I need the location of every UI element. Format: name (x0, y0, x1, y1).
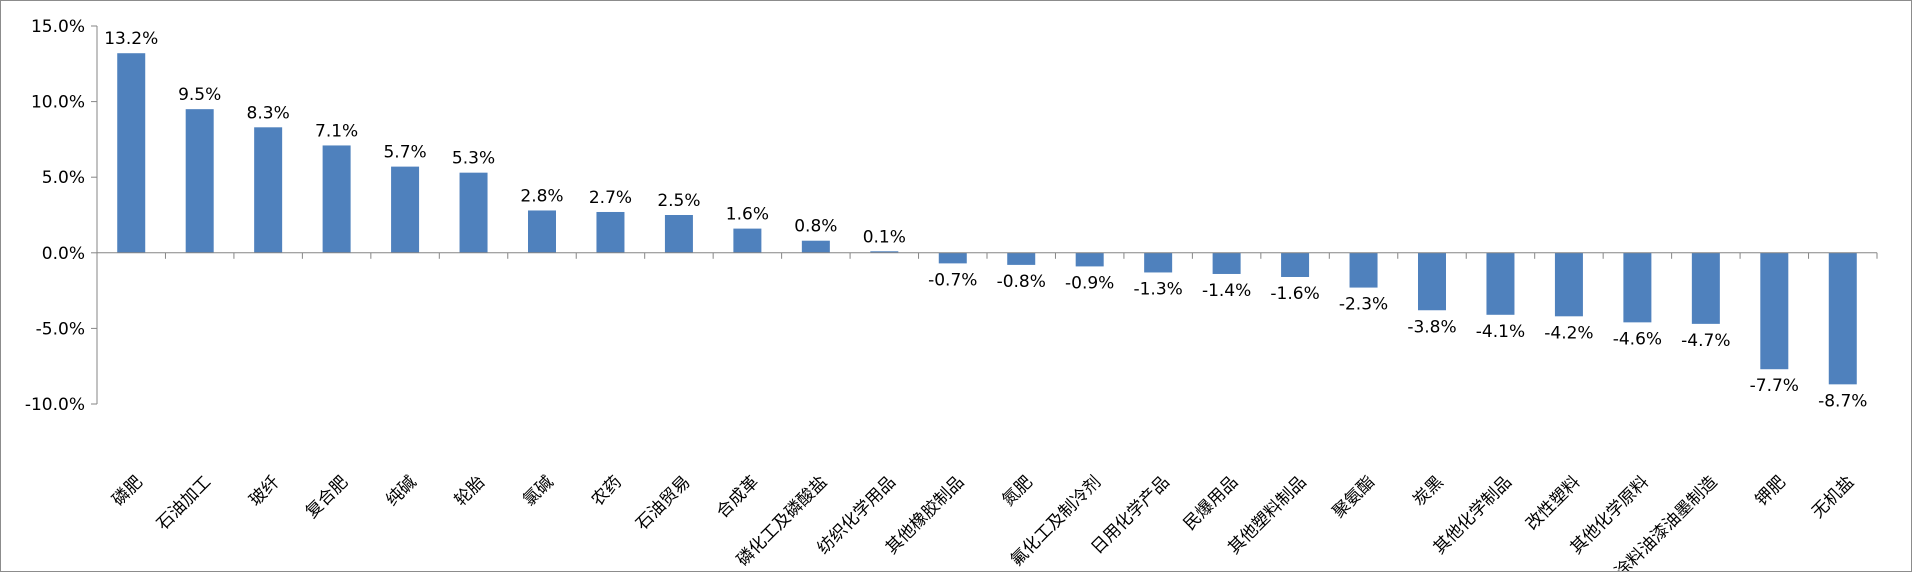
category-label: 改性塑料 (1522, 472, 1584, 534)
category-label: 无机盐 (1808, 472, 1858, 522)
category-label: 炭黑 (1409, 472, 1447, 510)
category-label: 磷肥 (109, 472, 147, 510)
category-label: 民爆用品 (1180, 472, 1242, 534)
category-label: 合成革 (713, 472, 763, 522)
bar (733, 228, 762, 253)
data-label: -2.3% (1339, 295, 1388, 315)
y-tick-label: -10.0% (25, 395, 85, 415)
data-label: 5.3% (452, 149, 495, 169)
bar (596, 211, 625, 253)
data-label: -0.7% (928, 270, 977, 290)
data-label: 2.7% (589, 188, 632, 208)
data-label: -3.8% (1407, 317, 1456, 337)
category-label: 复合肥 (302, 472, 352, 522)
data-label: -8.7% (1818, 391, 1867, 411)
bar (1281, 252, 1310, 277)
bar (1075, 252, 1104, 267)
category-label: 轮胎 (451, 472, 489, 510)
bar (391, 166, 420, 253)
category-label: 氮肥 (999, 472, 1037, 510)
bar (1144, 252, 1173, 273)
data-label: -4.2% (1544, 323, 1593, 343)
category-label: 玻纤 (246, 472, 284, 510)
bar (1691, 252, 1720, 324)
data-label: -0.8% (997, 272, 1046, 292)
y-tick-label: 0.0% (42, 244, 85, 264)
data-label: 1.6% (726, 205, 769, 225)
data-label: -0.9% (1065, 273, 1114, 293)
data-label: 2.8% (520, 186, 563, 206)
bar (801, 240, 830, 253)
bar (1760, 252, 1789, 370)
bar (938, 252, 967, 264)
data-label: -4.1% (1476, 322, 1525, 342)
bar (1007, 252, 1036, 265)
y-tick-label: 10.0% (31, 93, 85, 113)
y-tick-label: 5.0% (42, 168, 85, 188)
data-label: -1.6% (1270, 284, 1319, 304)
y-tick-label: 15.0% (31, 17, 85, 37)
y-tick-label: -5.0% (36, 319, 85, 339)
bar (870, 251, 899, 253)
bar (1828, 252, 1857, 385)
data-label: -4.6% (1613, 329, 1662, 349)
bar (528, 210, 556, 253)
data-label: 0.1% (863, 227, 906, 247)
data-label: 8.3% (247, 103, 290, 123)
bar (322, 145, 351, 253)
bar (1554, 252, 1583, 317)
bar (1623, 252, 1652, 323)
category-label: 氯碱 (519, 472, 557, 510)
bar (254, 127, 283, 253)
bar (459, 172, 488, 253)
data-label: 7.1% (315, 121, 358, 141)
bar (185, 109, 214, 253)
category-label: 农药 (588, 472, 626, 510)
data-label: 0.8% (794, 217, 837, 237)
data-label: 9.5% (178, 85, 221, 105)
bar (1418, 252, 1446, 311)
bar (664, 215, 693, 253)
category-label: 石油加工 (153, 472, 215, 534)
bar (1486, 252, 1515, 315)
data-label: -4.7% (1681, 331, 1730, 351)
bar (1212, 252, 1241, 274)
category-label: 石油贸易 (632, 472, 694, 534)
data-label: -1.3% (1133, 279, 1182, 299)
data-label: -1.4% (1202, 281, 1251, 301)
bar (117, 53, 146, 253)
category-label: 纯碱 (382, 472, 420, 510)
data-label: 2.5% (657, 191, 700, 211)
data-label: -7.7% (1750, 376, 1799, 396)
data-label: 5.7% (383, 143, 426, 163)
bar (1349, 252, 1378, 288)
category-label: 钾肥 (1752, 472, 1790, 510)
data-label: 13.2% (104, 29, 158, 49)
category-label: 聚氨酯 (1329, 472, 1379, 522)
